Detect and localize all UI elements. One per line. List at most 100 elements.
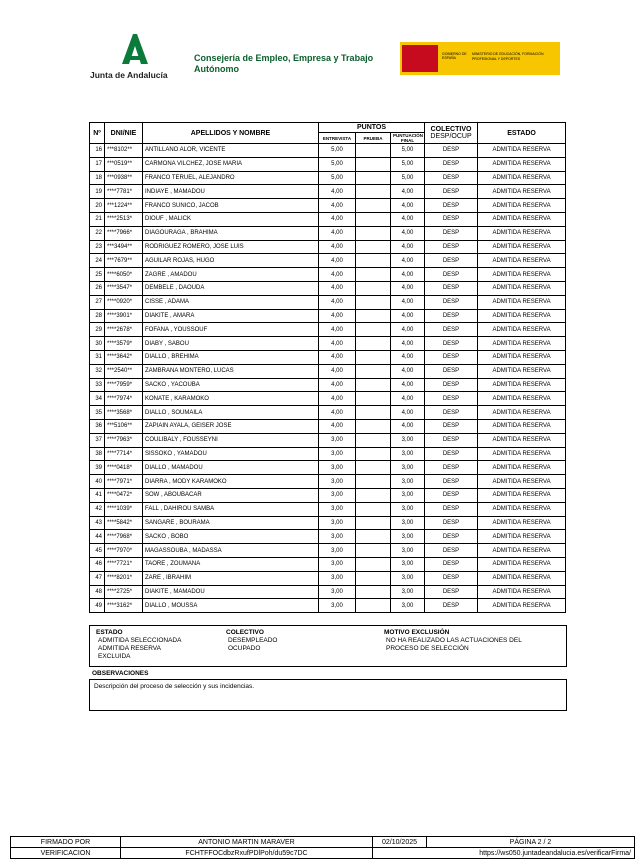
final-score: 4,00 xyxy=(389,322,426,338)
dni: ****7963* xyxy=(104,432,143,448)
final-score: 4,00 xyxy=(389,294,426,310)
col-header: APELLIDOS Y NOMBRE xyxy=(142,122,319,144)
table-row: 26 ****3547* DEMBELE , DAOUDA 4,00 4,00 DESP A… xyxy=(89,280,567,296)
group: DESP xyxy=(424,267,479,282)
full-name: SOW , ABOUBACAR xyxy=(142,487,319,503)
final-score: 4,00 xyxy=(389,239,426,255)
table-row: 19 ****7781* INDIAYE , MAMADOU 4,00 4,00 DESP… xyxy=(89,184,567,200)
dni: ****7714* xyxy=(104,446,143,462)
interview-score: 5,00 xyxy=(318,156,356,172)
legend-group: COLECTIVO DESEMPLEADO OCUPADO xyxy=(226,629,278,653)
legend-list: DESEMPLEADO OCUPADO xyxy=(226,637,278,653)
status: ADMITIDA RESERVA xyxy=(477,308,567,324)
interview-score: 4,00 xyxy=(318,253,356,269)
row-number: 18 xyxy=(89,170,105,186)
group: DESP xyxy=(424,239,479,255)
group: DESP xyxy=(424,349,479,365)
test-score xyxy=(355,308,391,324)
department: Consejería de Empleo, Empresa y Trabajo … xyxy=(194,53,374,74)
full-name: MAGASSOUBA , MADASSA xyxy=(142,543,319,558)
test-score xyxy=(355,349,391,365)
gov-text: GOBIERNO DE ESPAÑA xyxy=(442,52,467,60)
interview-score: 4,00 xyxy=(318,349,356,365)
legend-reason: MOTIVO EXCLUSIÓN NO HA REALIZADO LAS ACTU… xyxy=(384,629,544,653)
row-number: 29 xyxy=(89,322,105,338)
url: https://ws050.juntadeandalucia.es/verifi… xyxy=(372,847,635,859)
test-score xyxy=(355,501,391,517)
footer-label: FIRMADO POR xyxy=(10,836,121,848)
row-number: 16 xyxy=(89,143,105,158)
status: ADMITIDA RESERVA xyxy=(477,460,567,476)
full-name: INDIAYE , MAMADOU xyxy=(142,184,319,200)
status: ADMITIDA RESERVA xyxy=(477,280,567,296)
table-row: 33 ****7959* SACKO , YACOUBA 4,00 4,00 DESP AD… xyxy=(89,377,567,393)
test-score xyxy=(355,474,391,489)
interview-score: 4,00 xyxy=(318,184,356,200)
full-name: ZAMBRANA MONTERO, LUCAS xyxy=(142,363,319,379)
test-score xyxy=(355,170,391,186)
group: DESP xyxy=(424,253,479,269)
obs-text: Descripción del proceso de selección y s… xyxy=(94,683,255,690)
interview-score: 3,00 xyxy=(318,446,356,462)
legend-item: OCUPADO xyxy=(228,645,261,652)
full-name: FRANCO SUNICO, JACOB xyxy=(142,198,319,213)
test-score xyxy=(355,239,391,255)
table-row: 42 ****1039* FALL , DAHIROU SAMBA 3,00 3,00 D… xyxy=(89,501,567,517)
dni: ****0472* xyxy=(104,487,143,503)
dni: ****3568* xyxy=(104,405,143,420)
interview-score: 3,00 xyxy=(318,432,356,448)
interview-score: 4,00 xyxy=(318,391,356,407)
legend: ESTADO ADMITIDA SELECCIONADA ADMITIDA RESE… xyxy=(89,625,567,667)
status: ADMITIDA RESERVA xyxy=(477,391,567,407)
row-number: 22 xyxy=(89,225,105,241)
test-score xyxy=(355,377,391,393)
test-score xyxy=(355,143,391,158)
dni: ****3579* xyxy=(104,336,143,351)
test-score xyxy=(355,211,391,227)
table-row: 43 ****5842* SANGARE , BOURAMA 3,00 3,00 DESP… xyxy=(89,515,567,531)
final-score: 4,00 xyxy=(389,418,426,434)
group: DESP xyxy=(424,501,479,517)
full-name: KONATE , KARAMOKO xyxy=(142,391,319,407)
full-name: SACKO , BOBO xyxy=(142,529,319,545)
group: DESP xyxy=(424,405,479,420)
row-number: 34 xyxy=(89,391,105,407)
full-name: ZAGRE , AMADOU xyxy=(142,267,319,282)
final-score: 4,00 xyxy=(389,280,426,296)
dni: ****1039* xyxy=(104,501,143,517)
dni: ****7974* xyxy=(104,391,143,407)
group: DESP xyxy=(424,570,479,586)
obs-title: OBSERVACIONES xyxy=(92,670,149,677)
col-header: COLECTIVO xyxy=(430,126,472,133)
group: DESP xyxy=(424,598,479,614)
table-row: 36 ***5106** ZAPIAIN AYALA, GEISER JOSE 4,0… xyxy=(89,418,567,434)
table-row: 22 ****7966* DIAGOURAGA , BRAHIMA 4,00 4,00 D… xyxy=(89,225,567,241)
table-row: 47 ****8201* ZARE , IBRAHIM 3,00 3,00 DESP ADM… xyxy=(89,570,567,586)
group: DESP xyxy=(424,460,479,476)
test-score xyxy=(355,418,391,434)
status: ADMITIDA RESERVA xyxy=(477,170,567,186)
table-row: 35 ****3568* DIALLO , SOUMAILA 4,00 4,00 DESP… xyxy=(89,405,567,420)
row-number: 48 xyxy=(89,584,105,600)
row-number: 19 xyxy=(89,184,105,200)
final-score: 3,00 xyxy=(389,543,426,558)
dni: ****5842* xyxy=(104,515,143,531)
group: DESP xyxy=(424,529,479,545)
table-row: 32 ***2540** ZAMBRANA MONTERO, LUCAS 4,00 4,… xyxy=(89,363,567,379)
dni: ****0920* xyxy=(104,294,143,310)
row-number: 39 xyxy=(89,460,105,476)
row-number: 32 xyxy=(89,363,105,379)
full-name: CARMONA VILCHEZ, JOSE MARIA xyxy=(142,156,319,172)
final-score: 4,00 xyxy=(389,377,426,393)
group: DESP xyxy=(424,418,479,434)
final-score: 4,00 xyxy=(389,336,426,351)
final-score: 3,00 xyxy=(389,529,426,545)
col-header: Nº xyxy=(89,122,105,144)
group: DESP xyxy=(424,184,479,200)
final-score: 3,00 xyxy=(389,474,426,489)
row-number: 37 xyxy=(89,432,105,448)
test-score xyxy=(355,156,391,172)
row-number: 35 xyxy=(89,405,105,420)
table-row: 40 ****7971* DIARRA , MODY KARAMOKO 3,00 3,0… xyxy=(89,474,567,489)
